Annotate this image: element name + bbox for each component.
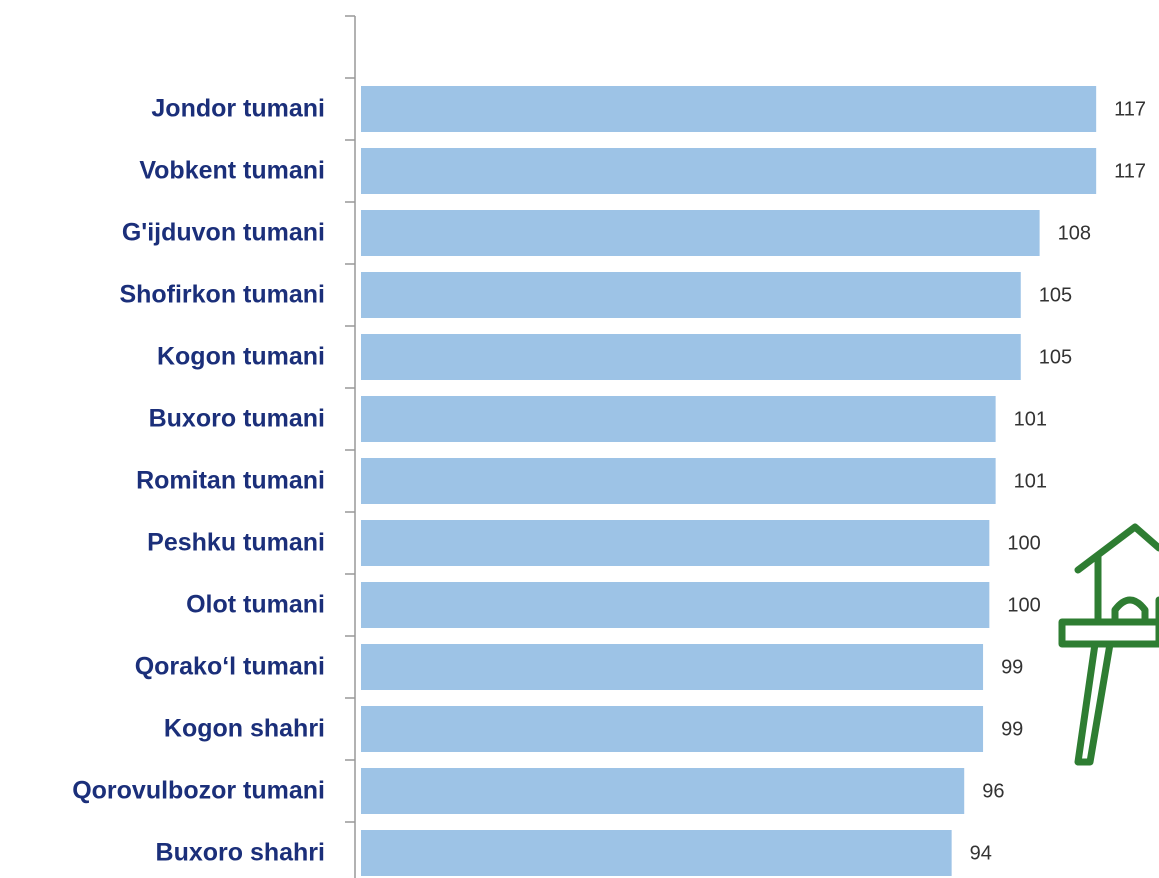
value-label: 101 — [1014, 470, 1047, 492]
category-label: Qorovulbozor tumani — [72, 777, 325, 805]
bar — [361, 458, 996, 504]
value-label: 94 — [970, 842, 992, 864]
value-label: 117 — [1114, 98, 1146, 120]
bar — [361, 210, 1040, 256]
bar — [361, 396, 996, 442]
category-label: Peshku tumani — [147, 529, 325, 557]
category-label: Buxoro shahri — [156, 839, 325, 867]
category-label: Romitan tumani — [136, 467, 325, 495]
category-label: Vobkent tumani — [139, 157, 325, 185]
category-label: Kogon shahri — [164, 715, 325, 743]
bar — [361, 830, 952, 876]
value-label: 99 — [1001, 718, 1023, 740]
value-label: 108 — [1058, 222, 1091, 244]
bar — [361, 520, 990, 566]
value-label: 100 — [1007, 532, 1040, 554]
bar — [361, 768, 965, 814]
value-label: 117 — [1114, 160, 1146, 182]
bar — [361, 644, 984, 690]
category-label: G'ijduvon tumani — [122, 219, 325, 247]
bar — [361, 148, 1097, 194]
bar — [361, 582, 990, 628]
category-label: Shofirkon tumani — [119, 281, 325, 309]
category-label: Kogon tumani — [157, 343, 325, 371]
bar — [361, 334, 1021, 380]
value-label: 99 — [1001, 656, 1023, 678]
value-label: 101 — [1014, 408, 1047, 430]
value-label: 105 — [1039, 346, 1072, 368]
value-label: 96 — [982, 780, 1004, 802]
value-label: 100 — [1007, 594, 1040, 616]
category-label: Qorako‘l tumani — [135, 653, 325, 681]
category-label: Olot tumani — [186, 591, 325, 619]
tree-house-icon — [1058, 523, 1159, 766]
category-label: Buxoro tumani — [149, 405, 325, 433]
value-label: 105 — [1039, 284, 1072, 306]
bar — [361, 706, 984, 752]
bar — [361, 86, 1097, 132]
bar — [361, 272, 1021, 318]
category-label: Jondor tumani — [151, 95, 325, 123]
